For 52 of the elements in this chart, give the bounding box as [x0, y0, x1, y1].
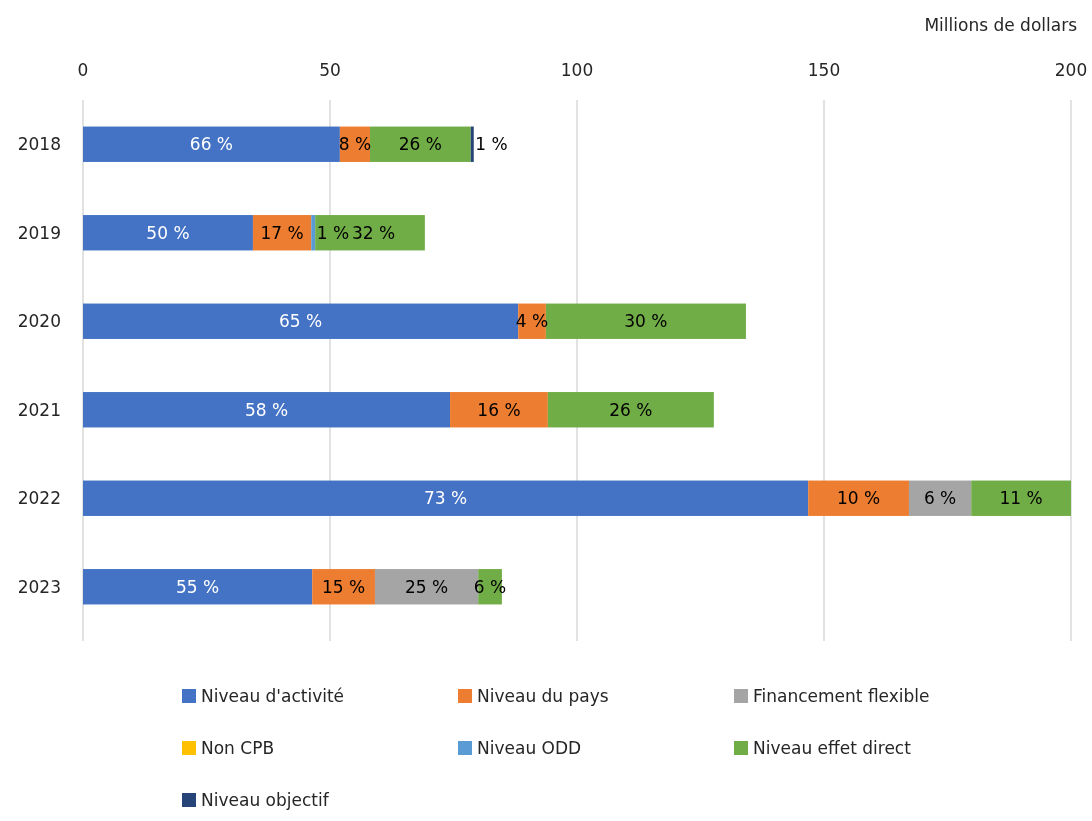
annotation: 17 %	[260, 222, 304, 243]
legend-label: Niveau ODD	[477, 737, 582, 758]
legend-label: Niveau du pays	[477, 685, 609, 706]
x-axis-title: Millions de dollars	[924, 15, 1078, 35]
annotation: 32 %	[351, 222, 396, 243]
x-tick-label: 100	[560, 60, 594, 80]
x-tick-label: 50	[319, 60, 341, 80]
annotation: 50 %	[146, 222, 190, 243]
y-tick-label: 2021	[17, 399, 61, 420]
annotation: 8 %	[338, 134, 372, 155]
legend-label: Niveau d'activité	[201, 685, 345, 706]
bar	[908, 480, 972, 516]
bar	[83, 126, 340, 162]
bar	[83, 480, 809, 516]
y-tick-label: 2018	[17, 134, 61, 155]
annotation: 65 %	[279, 311, 323, 332]
annotation: 15 %	[321, 576, 366, 597]
annotation: 26 %	[398, 134, 442, 155]
y-tick-label: 2019	[17, 222, 61, 243]
annotation: 16 %	[477, 399, 521, 420]
annotation: 10 %	[836, 488, 881, 509]
annotation: 26 %	[609, 399, 653, 420]
bar	[83, 215, 253, 251]
legend-label: Niveau objectif	[201, 789, 330, 810]
bar	[83, 392, 451, 428]
annotation: 73 %	[423, 488, 468, 509]
annotation: 55 %	[176, 576, 220, 597]
bar	[311, 215, 316, 251]
bar	[808, 480, 909, 516]
bar	[450, 392, 548, 428]
y-tick-label: 2020	[17, 311, 61, 332]
x-tick-label: 150	[807, 60, 841, 80]
bar	[83, 569, 313, 605]
y-tick-label: 2022	[17, 488, 61, 509]
bar	[547, 392, 714, 428]
annotation: 1 %	[475, 134, 508, 155]
annotation: 58 %	[244, 399, 289, 420]
bar	[971, 480, 1071, 516]
x-tick-label: 0	[77, 60, 89, 80]
legend-label: Niveau effet direct	[753, 737, 912, 758]
annotation: 6 %	[923, 488, 957, 509]
x-tick-label: 200	[1054, 60, 1088, 80]
y-tick-label: 2023	[17, 576, 61, 597]
bar	[470, 126, 474, 162]
annotation: 66 %	[189, 134, 234, 155]
annotation: 25 %	[404, 576, 449, 597]
legend-label: Non CPB	[201, 737, 275, 758]
annotation: 1 %	[316, 222, 350, 243]
annotation: 11 %	[999, 488, 1043, 509]
legend-label: Financement flexible	[753, 685, 930, 706]
bar	[370, 126, 471, 162]
annotation: 30 %	[624, 311, 668, 332]
